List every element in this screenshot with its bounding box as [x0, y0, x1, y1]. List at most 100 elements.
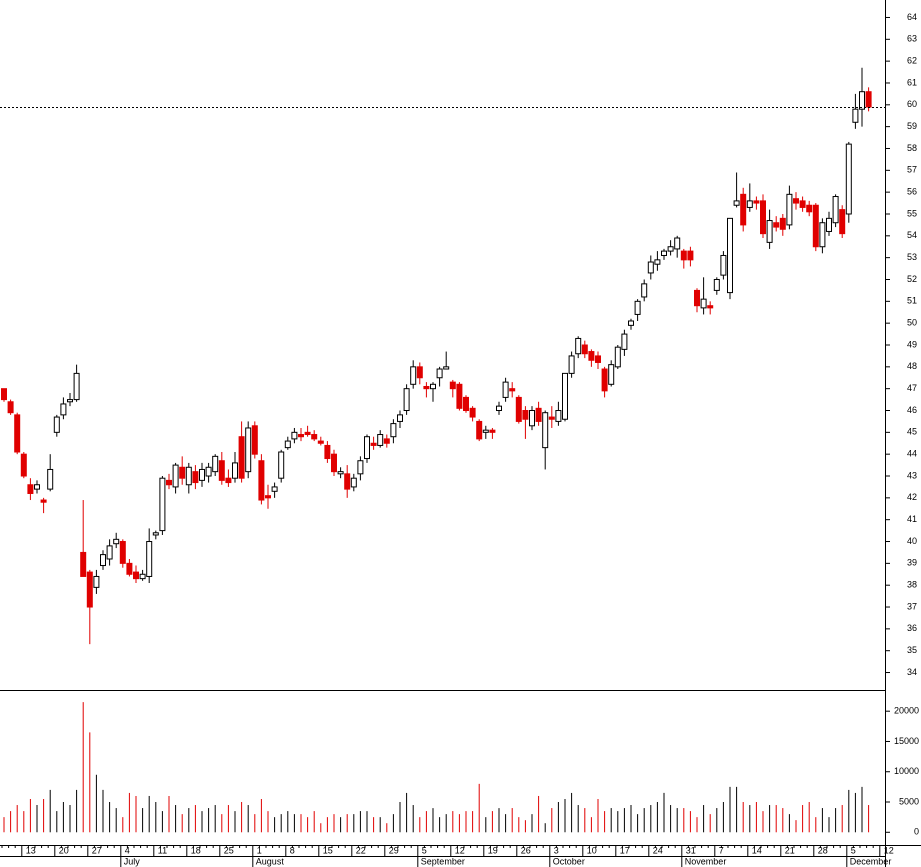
month-label: October	[553, 856, 585, 866]
y-tick-label: 53	[907, 252, 917, 262]
candle-body	[476, 420, 483, 440]
y-tick-label: 46	[907, 405, 917, 415]
volume-tick-label: 20000	[894, 706, 919, 716]
candle-body	[47, 468, 54, 490]
month-label: December	[850, 856, 892, 866]
candle-body	[568, 355, 575, 374]
candle-body	[713, 278, 720, 291]
candle-body	[205, 466, 212, 477]
candle-body	[628, 320, 634, 326]
candle-body	[383, 438, 390, 444]
candle-body	[753, 200, 760, 204]
candle-body	[7, 401, 14, 414]
x-tick-label: 12	[455, 845, 465, 855]
candle-body	[126, 562, 133, 575]
candle-body	[331, 453, 337, 473]
candle-body	[291, 431, 298, 440]
x-tick-label: 22	[356, 845, 366, 855]
x-tick-label: 12	[884, 845, 894, 855]
candle-body	[647, 261, 654, 274]
candle-body	[218, 460, 225, 481]
candle-body	[667, 246, 674, 252]
x-tick-label: 15	[323, 845, 333, 855]
y-tick-label: 34	[907, 667, 917, 677]
candle-body	[53, 416, 60, 433]
y-tick-label: 50	[907, 318, 917, 328]
y-tick-label: 55	[907, 208, 917, 218]
candle-body	[832, 196, 839, 224]
candle-body	[812, 204, 819, 248]
x-tick-label: 10	[587, 845, 597, 855]
x-tick-label: 27	[92, 845, 102, 855]
y-tick-label: 40	[907, 536, 917, 546]
candle-body	[845, 143, 852, 215]
candle-body	[496, 405, 502, 412]
y-tick-label: 36	[907, 623, 917, 633]
y-tick-label: 48	[907, 361, 917, 371]
candle-body	[515, 396, 522, 422]
candle-body	[423, 385, 430, 390]
candle-body	[298, 434, 304, 438]
x-tick-label: 21	[785, 845, 795, 855]
candle-body	[793, 198, 799, 204]
y-tick-label: 38	[907, 580, 917, 590]
x-tick-label: 4	[125, 845, 130, 855]
month-label: November	[685, 856, 727, 866]
candle-body	[463, 396, 469, 412]
candle-body	[34, 484, 40, 490]
candle-body	[865, 91, 872, 108]
x-tick-label: 31	[686, 845, 696, 855]
candle-body	[727, 217, 733, 294]
candle-body	[265, 495, 271, 499]
candle-body	[238, 436, 245, 479]
candle-body	[449, 381, 456, 390]
candle-body	[185, 466, 192, 486]
candle-body	[80, 551, 87, 577]
candle-body	[172, 464, 179, 488]
candle-body	[799, 200, 806, 208]
candle-body	[608, 364, 615, 385]
x-tick-label: 17	[620, 845, 630, 855]
candle-body	[509, 388, 516, 392]
candle-body	[199, 468, 205, 481]
candle-body	[232, 462, 238, 479]
candle-body	[40, 499, 47, 503]
candle-body	[581, 344, 588, 355]
y-tick-label: 62	[907, 56, 917, 66]
y-tick-label: 43	[907, 470, 917, 480]
candle-body	[700, 298, 707, 309]
volume-tick-label: 15000	[894, 736, 919, 746]
candle-body	[166, 479, 172, 486]
candle-body	[271, 486, 278, 492]
candle-body	[192, 471, 199, 484]
y-tick-label: 60	[907, 99, 917, 109]
candle-body	[529, 410, 535, 427]
x-tick-label: 11	[158, 845, 167, 855]
volume-tick-label: 10000	[894, 766, 919, 776]
candle-body	[20, 453, 27, 477]
candle-body	[707, 305, 714, 309]
y-tick-label: 64	[907, 12, 917, 22]
candle-body	[119, 541, 126, 564]
volume-tick-label: 0	[914, 827, 919, 837]
candle-body	[826, 217, 832, 232]
candle-body	[766, 220, 773, 243]
candle-body	[14, 414, 21, 453]
candle-body	[588, 351, 595, 361]
x-tick-label: 1	[257, 845, 262, 855]
candle-body	[733, 200, 740, 206]
candle-body	[344, 473, 351, 490]
candle-body	[720, 254, 727, 276]
candle-body	[555, 410, 562, 422]
y-tick-label: 51	[907, 296, 917, 306]
candle-body	[337, 471, 344, 475]
y-tick-label: 58	[907, 143, 917, 153]
x-tick-label: 14	[752, 845, 762, 855]
candle-body	[436, 368, 443, 379]
candle-body	[634, 300, 641, 315]
candle-body	[1, 388, 7, 401]
y-tick-label: 54	[907, 230, 917, 240]
